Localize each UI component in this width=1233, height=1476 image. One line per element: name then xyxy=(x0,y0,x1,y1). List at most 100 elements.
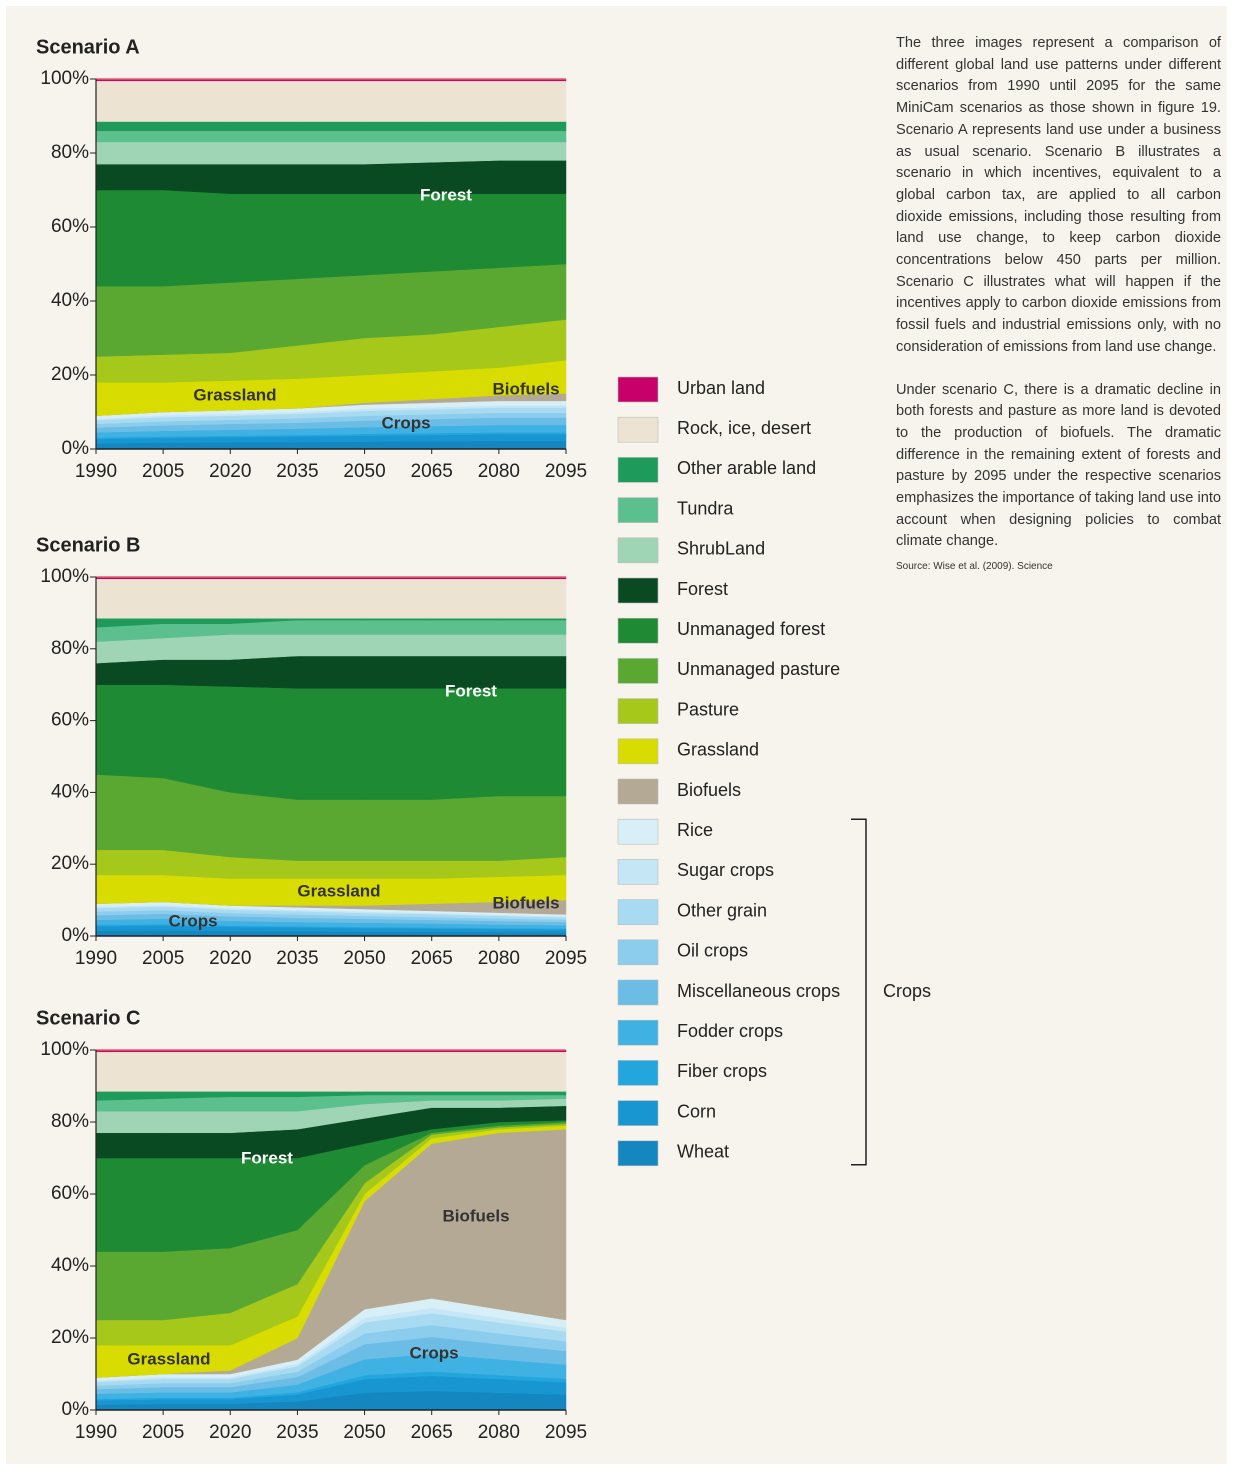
x-tick-label: 2035 xyxy=(276,461,318,482)
legend-label: Sugar crops xyxy=(677,860,774,880)
chart-title: Scenario B xyxy=(36,534,140,556)
y-tick-label: 0% xyxy=(62,438,90,459)
legend-label: Urban land xyxy=(677,378,765,398)
annotation: Grassland xyxy=(297,881,380,900)
annotation: Forest xyxy=(420,185,472,204)
x-tick-label: 2020 xyxy=(209,1422,251,1443)
x-tick-label: 2005 xyxy=(142,1422,184,1443)
y-tick-label: 20% xyxy=(51,853,89,874)
bracket-label: Crops xyxy=(883,981,931,1001)
y-tick-label: 40% xyxy=(51,290,89,311)
x-tick-label: 2080 xyxy=(478,1422,520,1443)
description: The three images represent a comparison … xyxy=(896,33,1221,578)
legend-swatch xyxy=(617,1060,659,1086)
chart-title: Scenario C xyxy=(36,1007,140,1029)
y-tick-label: 20% xyxy=(51,364,89,385)
figure: Scenario A 0% 20% 40% 60% 80% 100% 1990 2005 2020… xyxy=(36,36,931,1443)
paragraph: The three images represent a comparison … xyxy=(896,35,1221,355)
legend-label: Rock, ice, desert xyxy=(677,418,811,438)
chart-title: Scenario A xyxy=(36,36,140,58)
x-tick-label: 2020 xyxy=(209,461,251,482)
y-tick-label: 80% xyxy=(51,638,89,659)
legend-swatch xyxy=(617,577,659,604)
x-tick-label: 1990 xyxy=(75,1422,117,1443)
legend-swatch xyxy=(617,818,659,845)
area xyxy=(95,1051,567,1092)
y-tick-label: 0% xyxy=(62,925,90,946)
annotation: Crops xyxy=(381,413,430,432)
x-tick-label: 2080 xyxy=(478,461,520,482)
area xyxy=(95,80,567,122)
x-tick-label: 2050 xyxy=(343,1422,385,1443)
legend-swatch xyxy=(617,658,659,684)
legend-swatch xyxy=(617,698,659,724)
y-tick-label: 100% xyxy=(40,1039,89,1060)
legend-swatch xyxy=(617,497,659,523)
legend-label: Wheat xyxy=(677,1142,729,1162)
legend-swatch xyxy=(617,1019,659,1046)
legend-label: Tundra xyxy=(677,498,734,518)
source: Source: Wise et al. (2009). Science xyxy=(896,561,1053,573)
x-tick-label: 2095 xyxy=(545,461,587,482)
paragraph: Under scenario C, there is a dramatic de… xyxy=(896,381,1221,550)
legend-swatch xyxy=(617,939,659,966)
legend-label: Unmanaged pasture xyxy=(677,659,840,679)
legend-label: ShrubLand xyxy=(677,539,765,559)
x-tick-label: 2080 xyxy=(478,948,520,969)
legend-label: Biofuels xyxy=(677,780,741,800)
x-tick-label: 1990 xyxy=(75,461,117,482)
y-tick-label: 100% xyxy=(40,68,89,89)
x-tick-label: 2095 xyxy=(545,948,587,969)
legend-label: Fiber crops xyxy=(677,1061,767,1081)
area xyxy=(95,578,567,619)
legend-label: Other arable land xyxy=(677,458,816,478)
legend-swatch xyxy=(617,1100,659,1126)
annotation: Biofuels xyxy=(442,1206,509,1225)
legend-label: Rice xyxy=(677,820,713,840)
x-tick-label: 2065 xyxy=(411,948,453,969)
y-tick-label: 80% xyxy=(51,142,89,163)
legend-swatch xyxy=(617,738,659,765)
bracket xyxy=(851,818,867,1166)
legend-swatch xyxy=(617,1140,659,1167)
area xyxy=(95,160,567,194)
legend-swatch xyxy=(617,416,659,443)
legend-swatch xyxy=(617,859,659,885)
legend-label: Grassland xyxy=(677,740,759,760)
annotation: Crops xyxy=(409,1343,458,1362)
x-tick-label: 2095 xyxy=(545,1422,587,1443)
x-tick-label: 2035 xyxy=(276,948,318,969)
y-tick-label: 0% xyxy=(62,1399,90,1420)
x-tick-label: 2065 xyxy=(411,1422,453,1443)
legend-label: Unmanaged forest xyxy=(677,619,825,639)
legend-label: Corn xyxy=(677,1101,716,1121)
annotation: Forest xyxy=(241,1148,293,1167)
area xyxy=(95,130,567,143)
legend-swatch xyxy=(617,979,659,1006)
annotation: Biofuels xyxy=(492,379,559,398)
legend-swatch xyxy=(617,376,659,403)
y-tick-label: 80% xyxy=(51,1111,89,1132)
legend-label: Oil crops xyxy=(677,941,748,961)
legend-swatch xyxy=(617,617,659,644)
x-tick-label: 1990 xyxy=(75,948,117,969)
y-tick-label: 100% xyxy=(40,566,89,587)
y-tick-label: 20% xyxy=(51,1327,89,1348)
x-tick-label: 2050 xyxy=(343,948,385,969)
legend-label: Pasture xyxy=(677,699,739,719)
annotation: Crops xyxy=(168,911,217,930)
y-tick-label: 60% xyxy=(51,216,89,237)
legend-swatch xyxy=(617,457,659,483)
legend-label: Other grain xyxy=(677,900,767,920)
legend-swatch xyxy=(617,778,659,805)
legend-label: Fodder crops xyxy=(677,1021,783,1041)
area xyxy=(95,121,567,132)
annotation: Forest xyxy=(445,681,497,700)
y-tick-label: 60% xyxy=(51,710,89,731)
annotation: Grassland xyxy=(193,385,276,404)
y-tick-label: 40% xyxy=(51,1255,89,1276)
x-tick-label: 2050 xyxy=(343,461,385,482)
x-tick-label: 2005 xyxy=(142,461,184,482)
legend-swatch xyxy=(617,537,659,564)
annotation: Grassland xyxy=(127,1349,210,1368)
